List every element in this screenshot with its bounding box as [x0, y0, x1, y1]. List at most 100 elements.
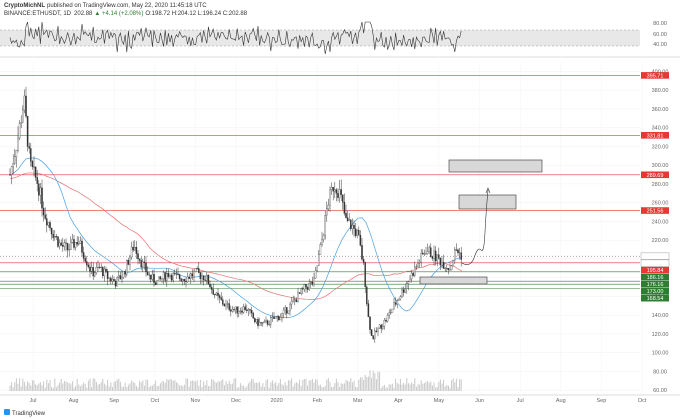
volume-bar	[441, 383, 443, 391]
time-tick: Jul	[29, 398, 36, 404]
candle-body	[444, 268, 446, 270]
candle-body	[95, 267, 98, 273]
price-tag	[641, 72, 669, 79]
candle-body	[18, 123, 21, 139]
time-axis[interactable]: Jul Aug Sep Oct Nov Dec 2020 Feb Mar Apr May Jun Jul…	[29, 398, 646, 404]
volume-bar	[460, 379, 462, 391]
candle-body	[348, 219, 350, 221]
candle-body	[372, 335, 374, 339]
volume-bar	[331, 387, 333, 391]
candle-body	[162, 272, 165, 279]
candle-body	[322, 234, 325, 240]
candle-body	[306, 287, 309, 290]
candle-body	[399, 296, 402, 300]
candle-body	[46, 218, 48, 226]
candle-body	[442, 261, 445, 269]
volume-bar	[65, 381, 67, 391]
target-box-upper[interactable]	[448, 159, 543, 173]
price-tag-label: 173.00	[647, 289, 664, 295]
volume-bar	[324, 385, 326, 391]
volume-bar	[113, 381, 115, 391]
volume-bar	[121, 386, 123, 391]
candle-body	[126, 260, 128, 275]
volume-bar	[455, 378, 457, 391]
volume-bar	[231, 383, 233, 391]
price-axis[interactable]: 400.00380.00360.00340.00320.00300.00280.…	[652, 69, 669, 394]
candle-body	[388, 312, 390, 316]
volume-bar	[227, 383, 229, 391]
candle-body	[71, 239, 74, 243]
support-box[interactable]	[419, 276, 488, 285]
volume-bar	[379, 372, 381, 391]
volume-bar	[367, 376, 369, 391]
candle-body	[73, 239, 75, 248]
candle-body	[327, 204, 330, 210]
candle-body	[385, 319, 387, 322]
price-tag	[640, 259, 670, 267]
volume-bar	[39, 382, 41, 391]
candle-body	[374, 330, 376, 339]
volume-bar	[25, 385, 27, 391]
candle-body	[206, 274, 208, 281]
candle-body	[332, 187, 334, 192]
candle-body	[244, 306, 246, 311]
candle-body	[406, 283, 408, 289]
volume-bar	[372, 370, 374, 391]
candle-body	[246, 309, 248, 311]
candle-body	[276, 316, 278, 318]
volume-bar	[180, 385, 182, 391]
volume-bar	[33, 380, 35, 391]
candle-body	[212, 289, 214, 295]
volume-bar	[412, 383, 414, 391]
candle-body	[393, 302, 395, 310]
candle-body	[255, 319, 258, 323]
candle-body	[174, 273, 176, 275]
candle-body	[260, 322, 262, 324]
volume-bar	[246, 386, 248, 391]
price-tags: 395.71 331.81 289.69 251.56 202.8812:14:4319…	[640, 72, 670, 302]
volume-bar	[36, 385, 38, 391]
tradingview-logo[interactable]: TradingView	[4, 409, 46, 417]
candle-body	[428, 247, 430, 252]
volume-bar	[209, 385, 211, 391]
candle-body	[338, 189, 341, 198]
volume-bar	[163, 381, 165, 391]
candlesticks	[9, 86, 462, 343]
volume-bar	[201, 387, 203, 391]
volume-bar	[353, 380, 355, 391]
volume-bar	[92, 378, 94, 391]
volume-bar	[388, 384, 390, 391]
volume-bar	[12, 387, 14, 391]
candle-body	[220, 297, 222, 300]
candle-body	[286, 307, 288, 314]
candle-body	[345, 213, 347, 218]
candle-body	[15, 150, 18, 157]
volume-bar	[284, 382, 286, 391]
candle-body	[319, 244, 322, 255]
volume-bar	[252, 379, 254, 391]
volume-bar	[217, 381, 219, 391]
candle-body	[66, 243, 69, 251]
volume-bar	[143, 385, 145, 391]
candle-body	[407, 281, 410, 284]
volume-bar	[59, 382, 61, 391]
candle-body	[103, 268, 106, 277]
volume-bar	[259, 381, 261, 391]
moving-average-blue	[9, 157, 463, 318]
volume-bar	[235, 378, 237, 391]
volume-bar	[140, 382, 142, 391]
volume-bar	[251, 378, 253, 391]
volume-bar	[278, 382, 280, 391]
volume-bar	[435, 387, 437, 391]
candle-body	[383, 319, 386, 327]
price-tick: 120.00	[652, 332, 669, 338]
candle-body	[330, 187, 333, 190]
volume-bar	[161, 380, 163, 391]
volume-bar	[383, 384, 385, 391]
volume-bar	[430, 381, 432, 391]
candle-body	[146, 271, 149, 275]
candle-body	[234, 306, 237, 310]
candle-body	[143, 261, 146, 263]
candle-body	[316, 265, 318, 271]
